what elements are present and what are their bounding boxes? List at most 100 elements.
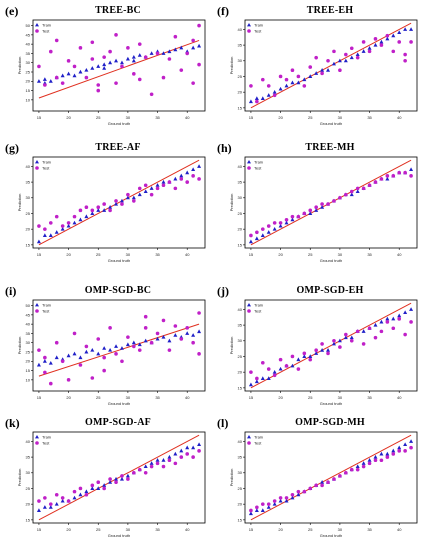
train-point <box>167 338 172 343</box>
test-point <box>37 499 41 503</box>
fit-line <box>38 434 200 521</box>
test-point <box>379 329 384 334</box>
train-point <box>36 362 41 367</box>
legend-train-label: Train <box>254 159 263 164</box>
x-tick-label: 20 <box>278 252 283 257</box>
test-point <box>266 367 271 371</box>
test-point <box>72 64 77 69</box>
legend-train-marker <box>35 435 39 439</box>
train-point <box>185 170 190 175</box>
x-tick-label: 35 <box>367 252 372 257</box>
train-point <box>302 354 307 358</box>
test-point <box>167 348 172 352</box>
train-point <box>355 52 360 57</box>
test-point <box>403 58 407 63</box>
test-point <box>326 351 330 356</box>
test-point <box>37 64 41 69</box>
x-tick-label: 35 <box>155 395 160 400</box>
test-point <box>284 496 289 500</box>
train-point <box>248 99 253 104</box>
test-point <box>255 505 259 510</box>
train-point <box>179 448 184 453</box>
test-point <box>102 368 106 373</box>
test-point <box>367 461 372 466</box>
test-point <box>96 480 101 485</box>
train-point <box>272 369 277 374</box>
test-point <box>379 177 384 181</box>
test-point <box>266 84 271 88</box>
test-point <box>149 464 154 469</box>
train-point <box>191 45 196 50</box>
y-axis-label: Prediction <box>17 57 22 75</box>
test-point <box>344 332 348 337</box>
train-point <box>260 96 265 100</box>
test-point <box>114 33 118 37</box>
x-tick-label: 30 <box>338 115 343 120</box>
test-point <box>338 68 342 73</box>
test-point <box>37 224 41 228</box>
y-tick-label: 30 <box>238 338 243 343</box>
test-point <box>43 83 47 87</box>
y-tick-label: 40 <box>238 164 243 169</box>
fit-line <box>38 39 200 99</box>
train-point <box>119 476 124 481</box>
test-point <box>161 318 166 323</box>
y-tick-label: 20 <box>26 79 31 84</box>
train-point <box>331 61 336 66</box>
train-point <box>197 442 202 447</box>
train-point <box>60 73 65 78</box>
y-tick-label: 45 <box>26 32 31 37</box>
train-point <box>84 67 89 72</box>
train-point <box>349 335 354 340</box>
x-tick-label: 40 <box>185 115 190 120</box>
x-tick-label: 30 <box>126 395 131 400</box>
test-point <box>179 177 184 181</box>
train-point <box>373 454 378 459</box>
x-axis-label: Ground truth <box>320 401 342 406</box>
x-tick-label: 25 <box>96 395 101 400</box>
panel-title: TREE-AF <box>95 142 141 153</box>
y-axis-label: Prediction <box>229 194 234 212</box>
panel-title: TREE-BC <box>95 5 141 16</box>
y-tick-label: 35 <box>26 51 31 56</box>
train-point <box>161 458 166 462</box>
legend-train-marker <box>35 160 39 164</box>
test-point <box>191 81 195 85</box>
train-point <box>367 458 372 462</box>
y-tick-label: 20 <box>238 227 243 232</box>
train-point <box>108 347 113 352</box>
scatter-plot-omp-sgd-mh: 15 20 25 30 35 40 15 20 25 30 35 40 Ground truth Pred… <box>229 431 418 538</box>
train-point <box>173 333 178 337</box>
train-point <box>248 239 253 244</box>
panel-letter: (e) <box>5 4 19 18</box>
test-point <box>278 221 283 225</box>
train-point <box>272 89 277 94</box>
train-point <box>254 508 259 512</box>
train-point <box>119 60 124 65</box>
y-tick-label: 30 <box>26 340 31 345</box>
test-point <box>379 43 384 47</box>
test-point <box>403 449 407 453</box>
y-axis-label: Prediction <box>17 469 22 487</box>
x-tick-label: 20 <box>66 252 71 257</box>
test-point <box>90 40 95 45</box>
fit-line <box>250 22 412 109</box>
legend-train-marker <box>247 160 251 164</box>
test-point <box>137 467 142 472</box>
train-point <box>54 355 59 360</box>
train-point <box>119 198 124 203</box>
legend-test-marker <box>35 29 39 33</box>
test-point <box>385 174 390 178</box>
train-point <box>260 376 265 380</box>
test-point <box>284 364 289 368</box>
y-tick-label: 20 <box>238 90 243 95</box>
train-point <box>36 239 41 244</box>
y-tick-label: 35 <box>238 323 243 328</box>
y-tick-label: 40 <box>26 164 31 169</box>
test-point <box>185 452 190 456</box>
train-point <box>125 473 130 478</box>
test-point <box>173 461 178 466</box>
test-point <box>290 68 295 73</box>
x-axis-label: Ground truth <box>108 401 130 406</box>
x-tick-label: 40 <box>397 252 402 257</box>
